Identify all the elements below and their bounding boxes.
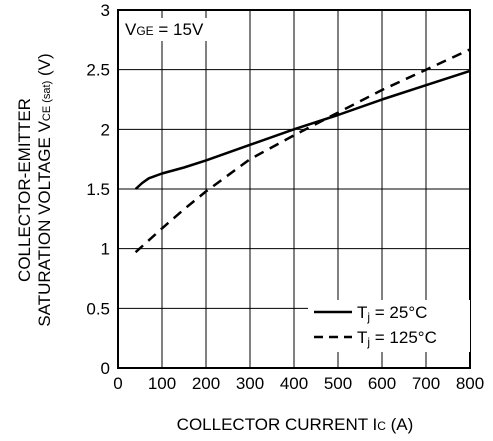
x-tick-label: 300 [236, 374, 264, 393]
grid-lines [118, 10, 470, 368]
x-tick-label: 200 [192, 374, 220, 393]
vge-annotation: VGE = 15V [125, 20, 204, 39]
x-tick-label: 0 [113, 374, 122, 393]
annotation-background [119, 18, 210, 41]
x-tick-label: 500 [324, 374, 352, 393]
series-line-tj-25c [134, 69, 471, 190]
legend-background [308, 300, 470, 352]
series-line-tj-125c [134, 48, 471, 254]
tick-labels: 0 100 200 300 400 500 600 700 800 0 0.5 1 1.5 2 2.5 3 [86, 1, 484, 393]
y-axis-title-line1: COLLECTOR-EMITTER [15, 98, 34, 282]
y-axis-title-line2: SATURATION VOLTAGE VCE (sat) (V) [35, 53, 54, 326]
plot-frame [117, 9, 471, 369]
x-tick-label: 600 [368, 374, 396, 393]
x-tick-label: 800 [456, 374, 484, 393]
legend-label-25c: Tj = 25°C [357, 303, 427, 324]
y-tick-label: 0 [101, 359, 110, 378]
y-tick-label: 2 [101, 120, 110, 139]
x-tick-label: 400 [280, 374, 308, 393]
series-layer [134, 48, 471, 254]
y-tick-label: 1 [101, 240, 110, 259]
y-tick-label: 0.5 [86, 299, 110, 318]
y-tick-label: 2.5 [86, 61, 110, 80]
legend: Tj = 25°C Tj = 125°C [308, 300, 470, 352]
legend-label-125c: Tj = 125°C [357, 328, 437, 349]
y-tick-label: 1.5 [86, 180, 110, 199]
x-tick-label: 700 [412, 374, 440, 393]
x-tick-label: 100 [148, 374, 176, 393]
x-axis-title: COLLECTOR CURRENT IC (A) [177, 415, 414, 434]
y-tick-label: 3 [101, 1, 110, 20]
